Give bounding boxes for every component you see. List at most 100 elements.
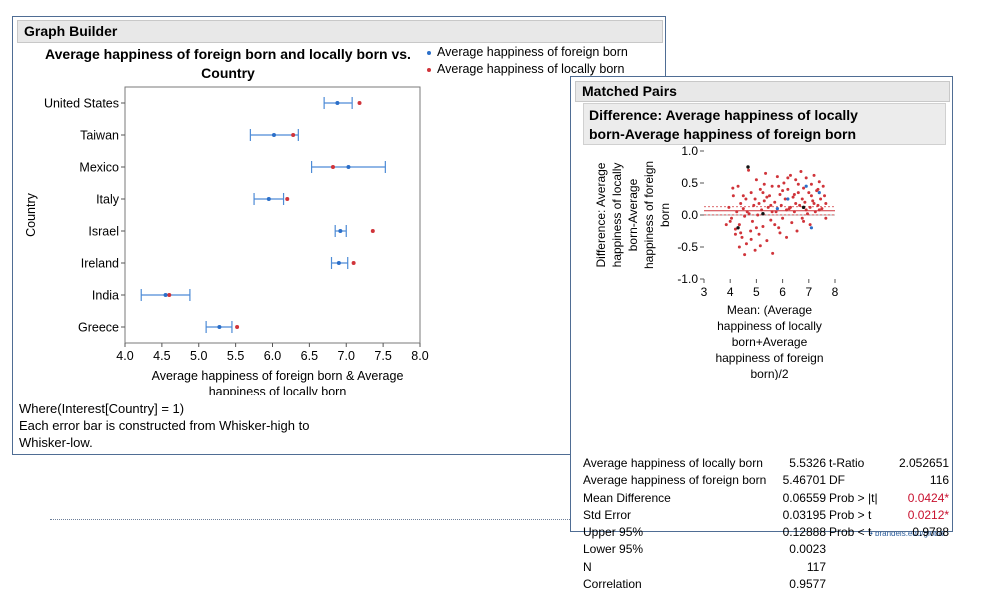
scatter-point [752,203,756,207]
y-tick-label: Italy [96,193,120,207]
matched-pairs-header[interactable]: Matched Pairs [575,81,950,102]
scatter-point [778,193,782,197]
scatter-point [782,181,786,185]
point-locally-born [370,229,375,233]
x-tick-label: 5.0 [190,349,207,363]
scatter-point [758,187,762,191]
stat-label: Mean Difference [583,490,671,505]
scatter-point [817,208,821,212]
x-axis-label-line: born)/2 [750,367,788,380]
chart-title-line2: Country [201,65,255,81]
y-tick-label: Mexico [79,161,119,175]
scatter-point [800,197,804,201]
scatter-point [812,173,816,177]
country-dot-plot: 4.0 4.5 5.0 5.5 6.0 6.5 7.0 7.5 8.0 United States… [24,86,429,395]
chart-title: Average happiness of foreign born and lo… [23,45,433,83]
scatter-point-blue [817,191,821,195]
scatter-point [804,176,808,180]
scatter-point [786,176,790,180]
scatter-point [820,207,824,211]
graph-builder-header[interactable]: Graph Builder [17,20,663,43]
legend-dot-local [427,67,431,72]
scatter-point [816,187,820,191]
point-locally-born [167,293,172,297]
scatter-point [736,184,740,188]
y-tick-label: -1.0 [677,272,698,286]
y-axis-label-line: happiness of foreign [642,161,656,269]
stats-table: Average happiness of locally born 5.5326 t… [583,455,949,593]
scatter-point [760,208,764,212]
scatter-point [733,232,737,236]
stat-label: Upper 95% [583,525,644,540]
legend-local-label: Average happiness of locally born [437,62,625,76]
scatter-point [747,212,751,216]
stat-label-2 [826,576,899,593]
scatter-point [785,235,789,239]
x-tick-label: 7 [805,285,812,299]
x-tick-label: 7.5 [374,349,391,363]
scatter-point [761,191,765,195]
chart-title-line1: Average happiness of foreign born and lo… [45,46,411,62]
scatter-point [811,199,815,203]
scatter-point [771,251,775,255]
scatter-point [817,180,821,184]
scatter-point [765,195,769,199]
point-foreign-born [266,197,271,201]
legend-foreign-born[interactable]: Average happiness of foreign born [427,45,628,59]
difference-subtitle-line1: Difference: Average happiness of locally [589,107,858,123]
difference-scatter-plot: 1.0 0.5 0.0 -0.5 -1.03 4 5 6 7 8 Difference: Avera… [594,145,839,380]
scatter-point [735,210,739,214]
scatter-point [777,184,781,188]
stat-label-2: Prob > t [829,507,872,522]
error-bar-note-line1: Each error bar is constructed from Whisk… [19,418,310,433]
scatter-point-black [761,212,765,216]
scatter-point [794,178,798,182]
footer-brand[interactable]: • brandeis.edu/global [870,529,945,538]
scatter-point [819,197,823,201]
scatter-point-black [746,165,750,169]
y-tick-label: Ireland [81,257,119,271]
point-locally-born [357,101,362,105]
scatter-point [803,200,807,204]
stat-value-2 [899,559,949,576]
scatter-point [813,210,817,214]
scatter-point [792,210,796,214]
scatter-point [770,210,774,214]
scatter-point [792,193,796,197]
stat-value: 0.06559 [782,490,826,505]
stats-row: Lower 95% 0.0023 [583,541,949,558]
point-foreign-born [336,261,341,265]
scatter-point [770,184,774,188]
stats-row: N 117 [583,559,949,576]
scatter-point [761,225,765,229]
scatter-point [788,173,792,177]
stat-label: N [583,559,592,574]
point-locally-born [291,133,296,137]
point-foreign-born [346,165,351,169]
scatter-point [773,223,777,227]
stat-label: Std Error [583,507,632,522]
x-axis-label-line2: happiness of locally born [209,385,347,395]
legend-locally-born[interactable]: Average happiness of locally born [427,62,624,76]
scatter-point [798,203,802,207]
scatter-point [786,187,790,191]
scatter-point [800,216,804,220]
scatter-point [809,194,813,198]
scatter-point [745,210,749,214]
scatter-point [821,184,825,188]
point-foreign-born [271,133,276,137]
scatter-point [764,171,768,175]
y-axis-label-line: born-Average [626,178,640,251]
scatter-point [791,195,795,199]
y-tick-label: Taiwan [80,129,119,143]
scatter-point [737,245,741,249]
stat-value-2 [899,541,949,558]
scatter-point [824,216,828,220]
stats-row: Correlation 0.9577 [583,576,949,593]
stat-value: 5.46701 [782,473,826,488]
x-tick-label: 4 [727,285,734,299]
scatter-point [785,208,789,212]
x-tick-label: 8 [832,285,839,299]
scatter-point [790,221,794,225]
stat-label-2: t-Ratio [829,456,865,470]
